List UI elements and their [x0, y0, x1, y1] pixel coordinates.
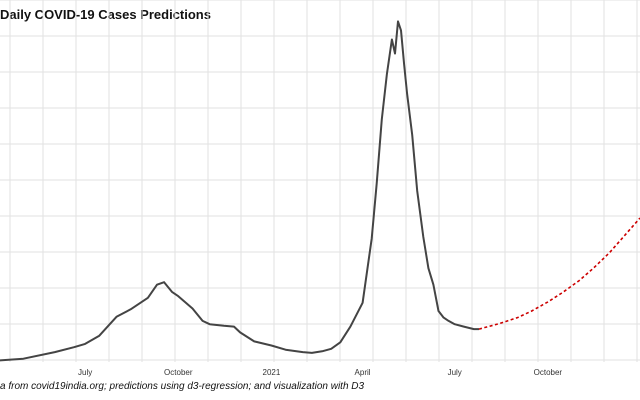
- x-tick-label: October: [164, 368, 193, 377]
- x-tick-label: October: [534, 368, 563, 377]
- actual-cases-line: [0, 20, 479, 362]
- chart-title: Daily COVID-19 Cases Predictions: [0, 7, 211, 22]
- x-tick-label: 2021: [263, 368, 281, 377]
- prediction-line: [478, 217, 640, 330]
- x-tick-label: July: [448, 368, 462, 377]
- x-axis-ticks: July October 2021 April July October: [78, 368, 562, 377]
- x-tick-label: April: [355, 368, 371, 377]
- x-tick-label: July: [78, 368, 92, 377]
- grid-lines: [0, 0, 640, 362]
- series-layer: [0, 20, 640, 362]
- chart-caption: a from covid19india.org; predictions usi…: [0, 381, 365, 392]
